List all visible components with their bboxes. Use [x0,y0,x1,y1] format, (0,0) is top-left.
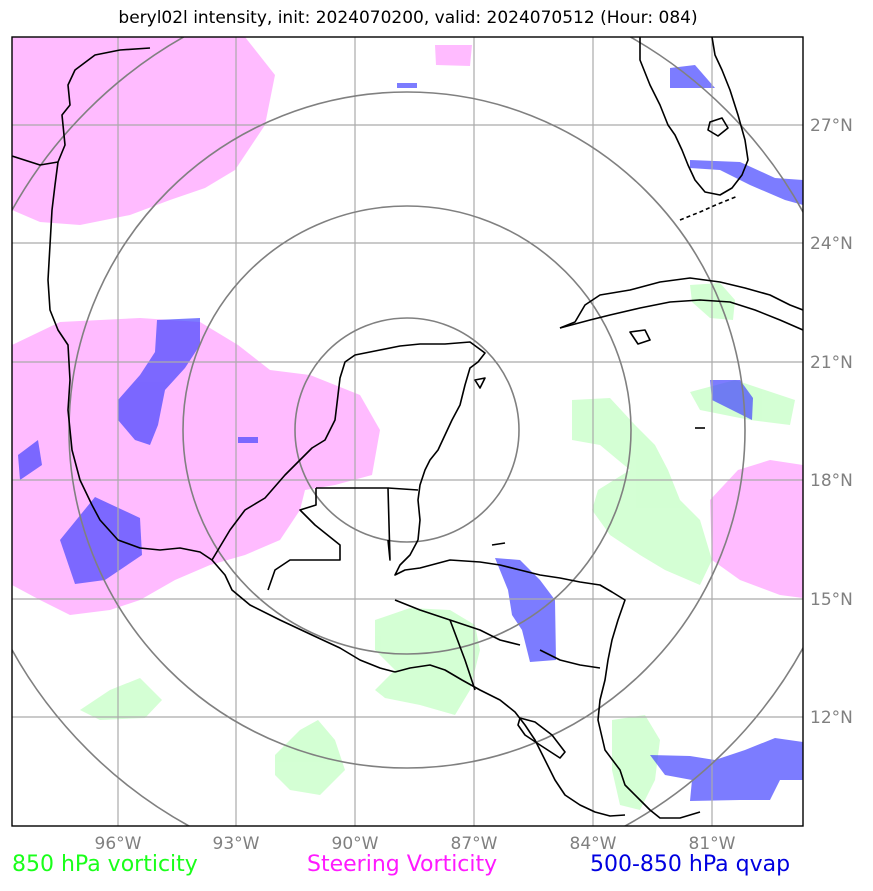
y-tick-label: 24°N [810,234,853,254]
range-rings [12,37,803,826]
map-frame [11,36,804,827]
legend-850-vorticity: 850 hPa vorticity [12,852,198,877]
x-tick-label: 84°W [570,834,617,854]
y-tick-label: 21°N [810,353,853,373]
legend-qvap: 500-850 hPa qvap [590,852,791,877]
vorticity-850-layer [80,283,795,810]
x-tick-label: 81°W [689,834,736,854]
graticule [12,37,803,826]
y-tick-label: 15°N [810,590,853,610]
y-tick-label: 18°N [810,471,853,491]
y-tick-label: 27°N [810,116,853,136]
legend-steering-vorticity: Steering Vorticity [307,852,498,877]
x-tick-label: 93°W [213,834,260,854]
map-title: beryl02l intensity, init: 2024070200, va… [118,8,698,28]
x-tick-label: 96°W [95,834,142,854]
coastlines [12,37,803,819]
y-tick-label: 12°N [810,708,853,728]
y-axis-labels: 27°N 24°N 21°N 18°N 15°N 12°N [810,116,853,728]
x-tick-label: 90°W [332,834,379,854]
x-axis-labels: 96°W 93°W 90°W 87°W 84°W 81°W [95,834,736,854]
x-tick-label: 87°W [451,834,498,854]
